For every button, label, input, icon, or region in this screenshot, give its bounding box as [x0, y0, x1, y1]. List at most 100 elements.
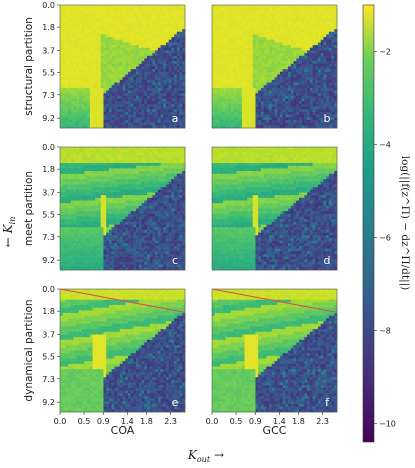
heatmap-cell [163, 77, 167, 81]
heatmap-cell [60, 245, 64, 249]
heatmap-cell [168, 103, 172, 107]
heatmap-cell [225, 26, 229, 30]
heatmap-cell [155, 109, 159, 113]
heatmap-cell [65, 160, 69, 164]
heatmap-cell [89, 39, 93, 43]
heatmap-cell [323, 47, 327, 51]
heatmap-cell [212, 82, 216, 86]
heatmap-cell [127, 7, 131, 11]
heatmap-cell [271, 87, 275, 91]
heatmap-cell [141, 13, 145, 16]
heatmap-cell [165, 39, 169, 43]
heatmap-cell [160, 93, 164, 97]
heatmap-cell [103, 50, 107, 54]
heatmap-cell [92, 82, 96, 86]
heatmap-cell [155, 5, 159, 8]
heatmap-cell [62, 232, 66, 236]
heatmap-cell [298, 82, 302, 86]
heatmap-cell [70, 181, 74, 185]
heatmap-cell [60, 21, 64, 25]
heatmap-cell [182, 85, 186, 89]
heatmap-cell [60, 34, 64, 38]
heatmap-cell [136, 10, 140, 14]
heatmap-cell [231, 55, 235, 59]
heatmap-cell [79, 248, 83, 252]
heatmap-cell [298, 85, 302, 89]
heatmap-cell [282, 98, 286, 102]
heatmap-cell [60, 211, 64, 215]
heatmap-cell [81, 211, 85, 215]
heatmap-cell [98, 111, 102, 115]
heatmap-cell [320, 63, 324, 67]
heatmap-cell [250, 117, 254, 121]
heatmap-cell [274, 66, 278, 70]
heatmap-cell [127, 23, 131, 27]
heatmap-cell [103, 5, 107, 8]
heatmap-cell [68, 173, 72, 177]
heatmap-cell [241, 5, 245, 8]
heatmap-cell [274, 42, 278, 46]
heatmap-cell [334, 98, 338, 102]
heatmap-cell [76, 155, 80, 158]
heatmap-cell [293, 87, 297, 91]
heatmap-cell [317, 26, 321, 30]
heatmap-cell [152, 82, 156, 86]
heatmap-cell [296, 61, 300, 65]
heatmap-cell [114, 31, 118, 35]
heatmap-cell [87, 39, 91, 43]
heatmap-cell [163, 114, 167, 118]
heatmap-cell [290, 95, 294, 99]
heatmap-cell [95, 42, 99, 46]
heatmap-cell [157, 98, 161, 102]
heatmap-cell [127, 111, 131, 115]
heatmap-cell [320, 10, 324, 14]
heatmap-cell [212, 85, 216, 89]
heatmap-cell [149, 106, 153, 110]
heatmap-cell [117, 74, 121, 78]
heatmap-cell [62, 37, 66, 41]
heatmap-cell [60, 147, 64, 150]
heatmap-cell [309, 119, 313, 123]
heatmap-cell [212, 18, 216, 22]
heatmap-cell [84, 55, 88, 59]
heatmap-cell [62, 176, 66, 180]
heatmap-cell [95, 58, 99, 62]
heatmap-cell [70, 235, 74, 239]
heatmap-cell [111, 77, 115, 81]
heatmap-cell [165, 98, 169, 102]
heatmap-cell [138, 47, 142, 51]
heatmap-cell [174, 63, 178, 67]
heatmap-cell [301, 50, 305, 54]
heatmap-cell [62, 85, 66, 89]
heatmap-cell [106, 15, 110, 19]
heatmap-cell [225, 7, 229, 11]
heatmap-cell [220, 85, 224, 89]
heatmap-cell [62, 184, 66, 188]
heatmap-cell [222, 111, 226, 115]
heatmap-cell [293, 119, 297, 123]
heatmap-cell [106, 63, 110, 67]
heatmap-cell [331, 7, 335, 11]
heatmap-cell [222, 90, 226, 94]
heatmap-cell [141, 21, 145, 25]
heatmap-cell [62, 47, 66, 51]
heatmap-cell [117, 82, 121, 86]
heatmap-cell [334, 63, 338, 67]
heatmap-cell [228, 90, 232, 94]
heatmap-cell [241, 45, 245, 49]
heatmap-cell [244, 77, 248, 81]
heatmap-cell [258, 58, 262, 62]
heatmap-cell [309, 15, 313, 19]
heatmap-cell [68, 53, 72, 57]
heatmap-cell [84, 195, 88, 199]
heatmap-cell [282, 10, 286, 14]
heatmap-cell [70, 243, 74, 247]
heatmap-cell [62, 58, 66, 62]
heatmap-cell [141, 61, 145, 65]
heatmap-cell [328, 69, 332, 73]
heatmap-cell [98, 200, 102, 204]
heatmap-cell [152, 42, 156, 46]
heatmap-cell [217, 87, 221, 91]
heatmap-cell [100, 93, 104, 97]
heatmap-cell [244, 18, 248, 22]
